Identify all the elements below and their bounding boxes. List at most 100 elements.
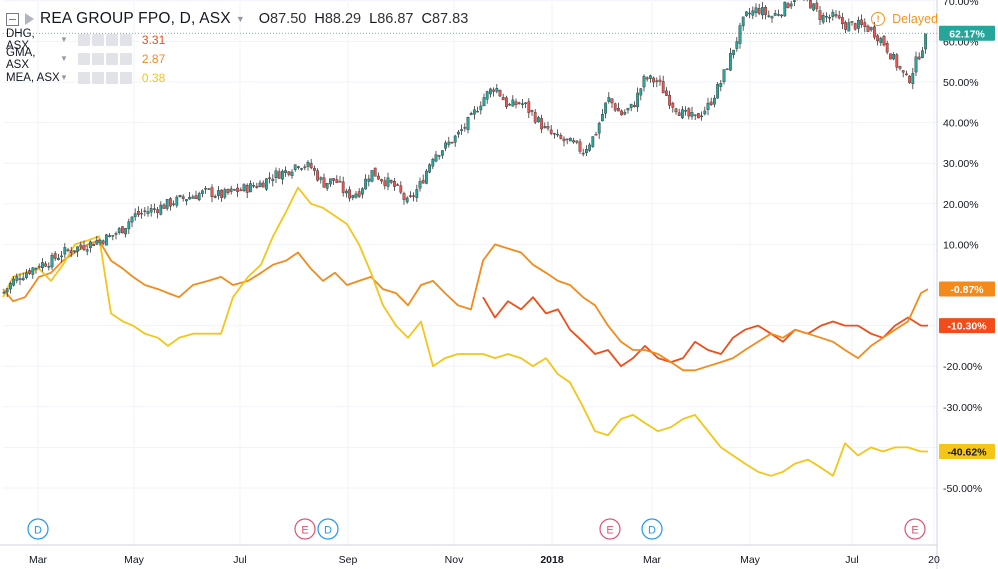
- candle-body: [607, 97, 611, 102]
- alert-icon: !: [871, 12, 886, 26]
- candle-body: [188, 196, 191, 200]
- candle-body: [773, 12, 777, 16]
- more-icon[interactable]: [105, 71, 118, 84]
- compare-row-dhg[interactable]: DHG, ASX ▼ 3.31: [6, 27, 476, 52]
- compare-row-gma[interactable]: GMA, ASX ▼ 2.87: [6, 47, 476, 71]
- candle-body: [143, 210, 147, 212]
- candle-body: [101, 240, 105, 244]
- chevron-down-icon[interactable]: ▼: [235, 14, 245, 24]
- candle-body: [469, 112, 473, 116]
- more-icon[interactable]: [105, 33, 118, 46]
- x-tick-label: Nov: [445, 554, 464, 566]
- candle-body: [332, 178, 335, 181]
- y-tick-label: 20.00%: [943, 199, 979, 211]
- chevron-down-icon[interactable]: ▼: [60, 54, 68, 63]
- candle-body: [652, 77, 656, 83]
- candle-body: [892, 54, 896, 60]
- candle-body: [588, 144, 592, 151]
- collapse-legend-icon[interactable]: [6, 12, 19, 26]
- last-value-badge: [939, 318, 995, 334]
- candle-body: [389, 179, 393, 183]
- candle-body: [159, 204, 163, 215]
- candle-body: [88, 241, 92, 249]
- candle-body: [530, 110, 534, 112]
- candle-body: [793, 0, 796, 2]
- candle-body: [242, 184, 246, 191]
- eye-icon[interactable]: [77, 52, 90, 65]
- candle-body: [748, 12, 752, 15]
- y-tick-label: -20.00%: [943, 361, 982, 373]
- candle-body: [693, 114, 697, 116]
- more-icon[interactable]: [105, 52, 118, 65]
- candle-body: [309, 163, 313, 169]
- candle-body: [572, 140, 576, 143]
- candle-body: [380, 179, 383, 182]
- candle-body: [505, 97, 508, 107]
- candle-body: [175, 196, 179, 206]
- candle-body: [837, 15, 841, 19]
- last-value-badge-label: 62.17%: [949, 28, 985, 40]
- last-value-badge-label: -40.62%: [947, 446, 987, 458]
- candle-body: [911, 73, 915, 84]
- close-icon[interactable]: [119, 33, 132, 46]
- compare-name: DHG, ASX: [6, 27, 35, 52]
- candle-body: [239, 189, 243, 192]
- settings-icon[interactable]: [91, 33, 104, 46]
- candle-body: [200, 190, 204, 194]
- eye-icon[interactable]: [77, 33, 90, 46]
- candle-body: [617, 107, 620, 112]
- candle-body: [876, 35, 880, 42]
- candle-body: [882, 35, 886, 46]
- symbol-title[interactable]: REA GROUP FPO, D, ASX: [40, 10, 231, 27]
- candle-body: [661, 81, 665, 94]
- close-icon[interactable]: [119, 52, 132, 65]
- compare-row-mea[interactable]: MEA, ASX ▼ 0.38: [6, 68, 476, 87]
- candle-body: [50, 254, 54, 268]
- delayed-status[interactable]: ! Delayed: [871, 12, 938, 26]
- candle-body: [905, 73, 908, 76]
- candle-body: [255, 185, 259, 188]
- candle-body: [677, 112, 681, 116]
- candle-body: [466, 117, 470, 130]
- candle-body: [316, 170, 319, 181]
- candle-body: [37, 265, 41, 268]
- candle-body: [479, 105, 483, 111]
- last-value-badge: [939, 281, 995, 297]
- candle-body: [348, 189, 351, 199]
- candle-body: [120, 226, 124, 234]
- candle-body: [44, 263, 48, 267]
- candle-body: [15, 276, 19, 281]
- candle-body: [184, 199, 188, 202]
- settings-icon[interactable]: [91, 71, 104, 84]
- candle-body: [236, 187, 239, 192]
- candle-body: [117, 228, 121, 233]
- candle-body: [229, 188, 233, 192]
- candle-body: [562, 138, 566, 142]
- candle-body: [34, 267, 38, 270]
- chevron-down-icon[interactable]: ▼: [60, 35, 68, 44]
- flag-icon[interactable]: [25, 13, 34, 25]
- eye-icon[interactable]: [77, 71, 90, 84]
- candle-body: [402, 193, 406, 200]
- settings-icon[interactable]: [91, 52, 104, 65]
- candle-body: [31, 267, 35, 275]
- candle-body: [76, 246, 80, 252]
- candle-body: [133, 213, 137, 218]
- candle-body: [841, 17, 844, 25]
- close-icon[interactable]: [119, 71, 132, 84]
- event-marker-label: E: [911, 525, 918, 537]
- compare-value: 3.31: [141, 32, 166, 47]
- candle-body: [53, 253, 57, 259]
- candle-body: [844, 22, 848, 30]
- candle-body: [533, 112, 537, 123]
- event-marker-label: D: [324, 525, 332, 537]
- compare-value: 2.87: [141, 51, 166, 66]
- candle-body: [2, 291, 6, 294]
- series-line-gma: [2, 239, 929, 372]
- candle-body: [485, 91, 489, 100]
- compare-value: 0.38: [141, 70, 166, 85]
- candle-body: [95, 240, 99, 245]
- chevron-down-icon[interactable]: ▼: [60, 73, 68, 82]
- candle-body: [172, 203, 175, 205]
